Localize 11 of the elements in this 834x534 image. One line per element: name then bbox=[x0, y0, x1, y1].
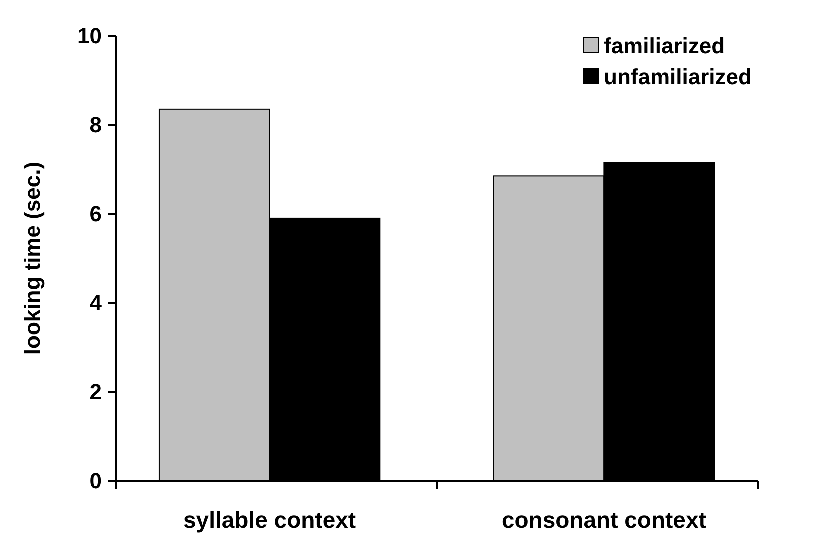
legend-label: unfamiliarized bbox=[604, 64, 752, 90]
y-tick-label: 8 bbox=[90, 112, 102, 138]
y-tick-label: 4 bbox=[90, 290, 103, 316]
x-tick-label: syllable context bbox=[184, 507, 356, 533]
y-tick-label: 10 bbox=[78, 24, 102, 49]
y-axis-title: looking time (sec.) bbox=[20, 162, 45, 356]
y-tick-label: 2 bbox=[90, 380, 102, 405]
y-tick-label: 6 bbox=[90, 202, 102, 227]
y-tick-label: 0 bbox=[90, 468, 102, 494]
legend-label: familiarized bbox=[604, 34, 726, 59]
x-tick-label: consonant context bbox=[502, 507, 707, 533]
